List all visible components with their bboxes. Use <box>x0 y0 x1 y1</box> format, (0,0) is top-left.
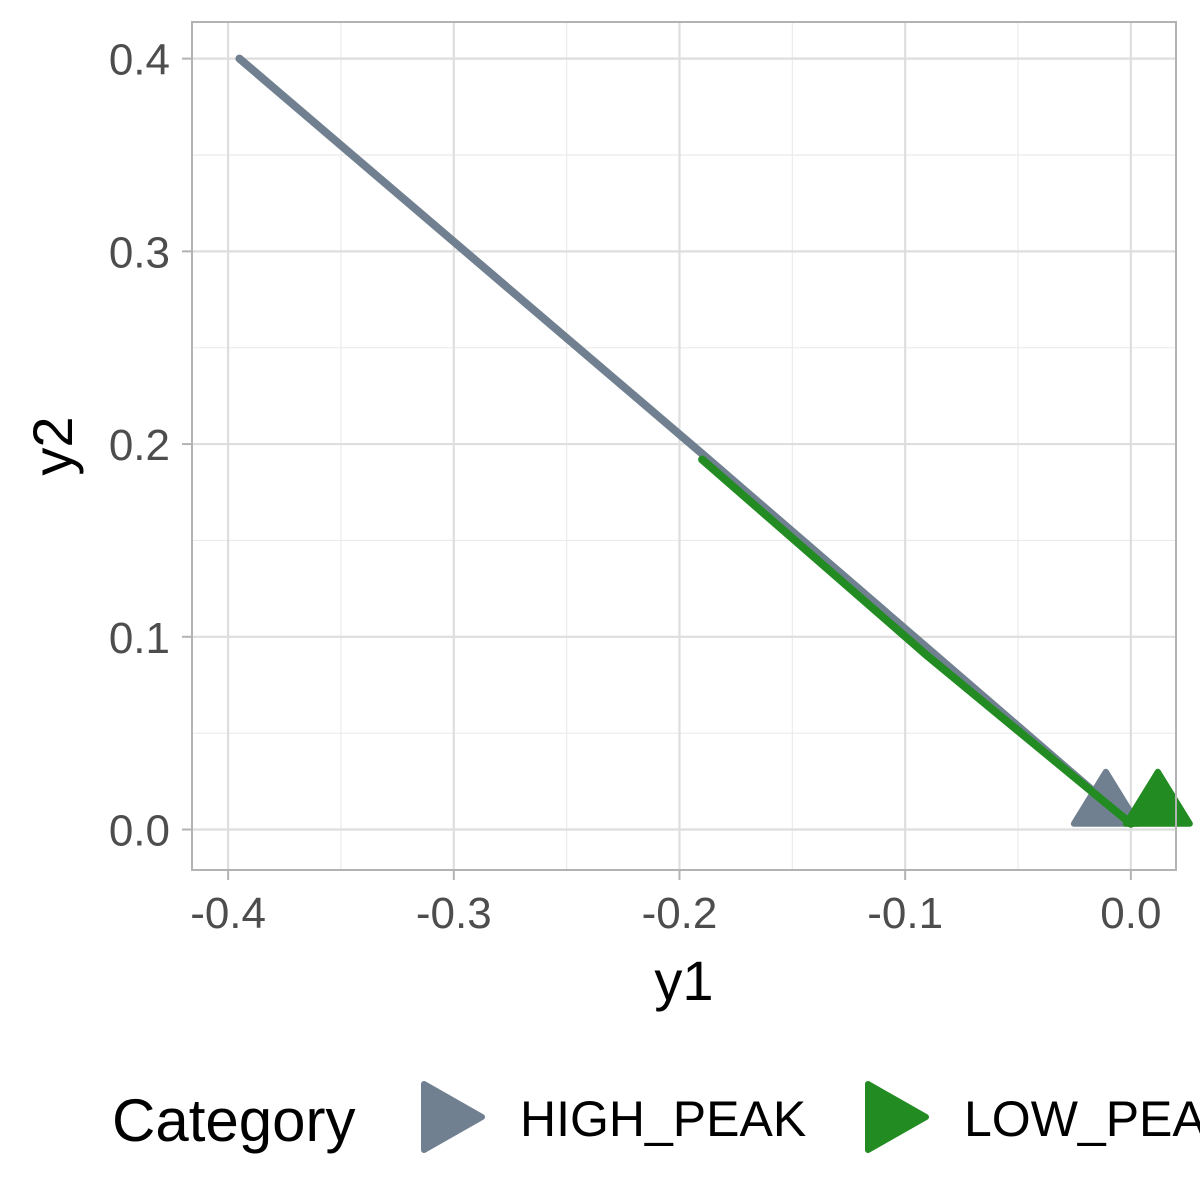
series-end-marker <box>1070 768 1141 827</box>
legend-title: Category <box>112 1087 355 1154</box>
plot-border <box>191 21 1177 871</box>
x-tick-label: 0.0 <box>1100 889 1161 938</box>
x-axis-ticks: -0.4 -0.3 -0.2 -0.1 0.0 <box>190 870 1161 938</box>
legend: Category HIGH_PEAK LOW_PEAK <box>112 1081 1200 1154</box>
x-tick-label: -0.3 <box>416 889 492 938</box>
legend-key-arrow <box>421 1081 485 1153</box>
y-axis-title: y2 <box>21 416 84 475</box>
y-tick-label: 0.1 <box>109 614 170 663</box>
series-end-marker <box>1122 768 1193 827</box>
legend-item: HIGH_PEAK <box>421 1081 806 1153</box>
legend-label: LOW_PEAK <box>964 1091 1200 1147</box>
x-tick-label: -0.2 <box>642 889 718 938</box>
x-axis-title: y1 <box>654 949 713 1012</box>
series-line-high-peak <box>235 54 1135 828</box>
series-layer <box>235 54 1193 828</box>
y-tick-label: 0.2 <box>109 421 170 470</box>
y-tick-label: 0.0 <box>109 807 170 856</box>
y-tick-label: 0.3 <box>109 228 170 277</box>
legend-item: LOW_PEAK <box>865 1081 1200 1153</box>
x-tick-label: -0.4 <box>190 889 266 938</box>
legend-key-arrow <box>865 1081 929 1153</box>
legend-label: HIGH_PEAK <box>520 1091 806 1147</box>
series-line-low-peak <box>698 455 1135 828</box>
major-gridlines <box>192 22 1176 870</box>
y-tick-label: 0.4 <box>109 36 170 85</box>
y-axis-ticks: 0.0 0.1 0.2 0.3 0.4 <box>109 36 192 856</box>
x-tick-label: -0.1 <box>867 889 943 938</box>
